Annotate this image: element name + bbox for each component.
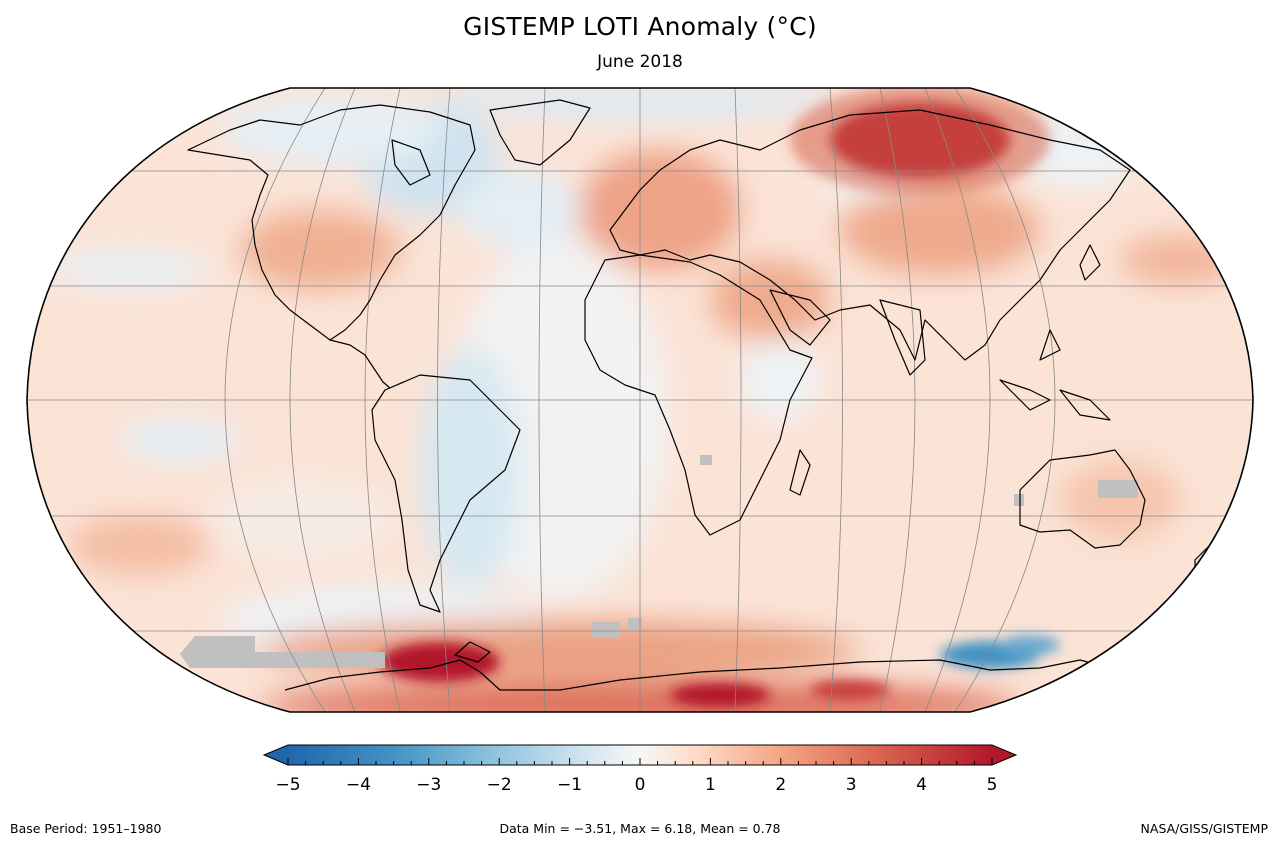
colorbar: −5 −4 −3 −2 −1 0 1 2 3 4 5 [262,744,1018,795]
colorbar-tick-label: 0 [635,775,646,795]
map-subtitle: June 2018 [597,52,683,72]
colorbar-tick-label: 2 [775,775,786,795]
colorbar-tick-label: 1 [705,775,716,795]
no-data-cells [180,455,1138,668]
colorbar-tick-label: −3 [416,775,441,795]
map-title: GISTEMP LOTI Anomaly (°C) [463,12,817,41]
colorbar-tick-label: −5 [275,775,300,795]
colorbar-tick-label: 3 [846,775,857,795]
colorbar-tick-label: −1 [557,775,582,795]
colorbar-gradient [288,745,992,765]
colorbar-tick-labels: −5 −4 −3 −2 −1 0 1 2 3 4 5 [275,775,997,795]
colorbar-tick-label: 5 [987,775,998,795]
colorbar-tick-label: −4 [346,775,371,795]
colorbar-tick-label: −2 [487,775,512,795]
colorbar-min-extension [264,745,288,765]
data-statistics: Data Min = −3.51, Max = 6.18, Mean = 0.7… [499,821,781,836]
colorbar-tick-label: 4 [916,775,927,795]
colorbar-max-extension [992,745,1016,765]
coastlines [187,99,1216,691]
credit-label: NASA/GISS/GISTEMP [1140,821,1268,836]
graticule [27,88,1253,712]
colorbar-ticks [287,758,993,765]
base-period-label: Base Period: 1951–1980 [10,821,162,836]
